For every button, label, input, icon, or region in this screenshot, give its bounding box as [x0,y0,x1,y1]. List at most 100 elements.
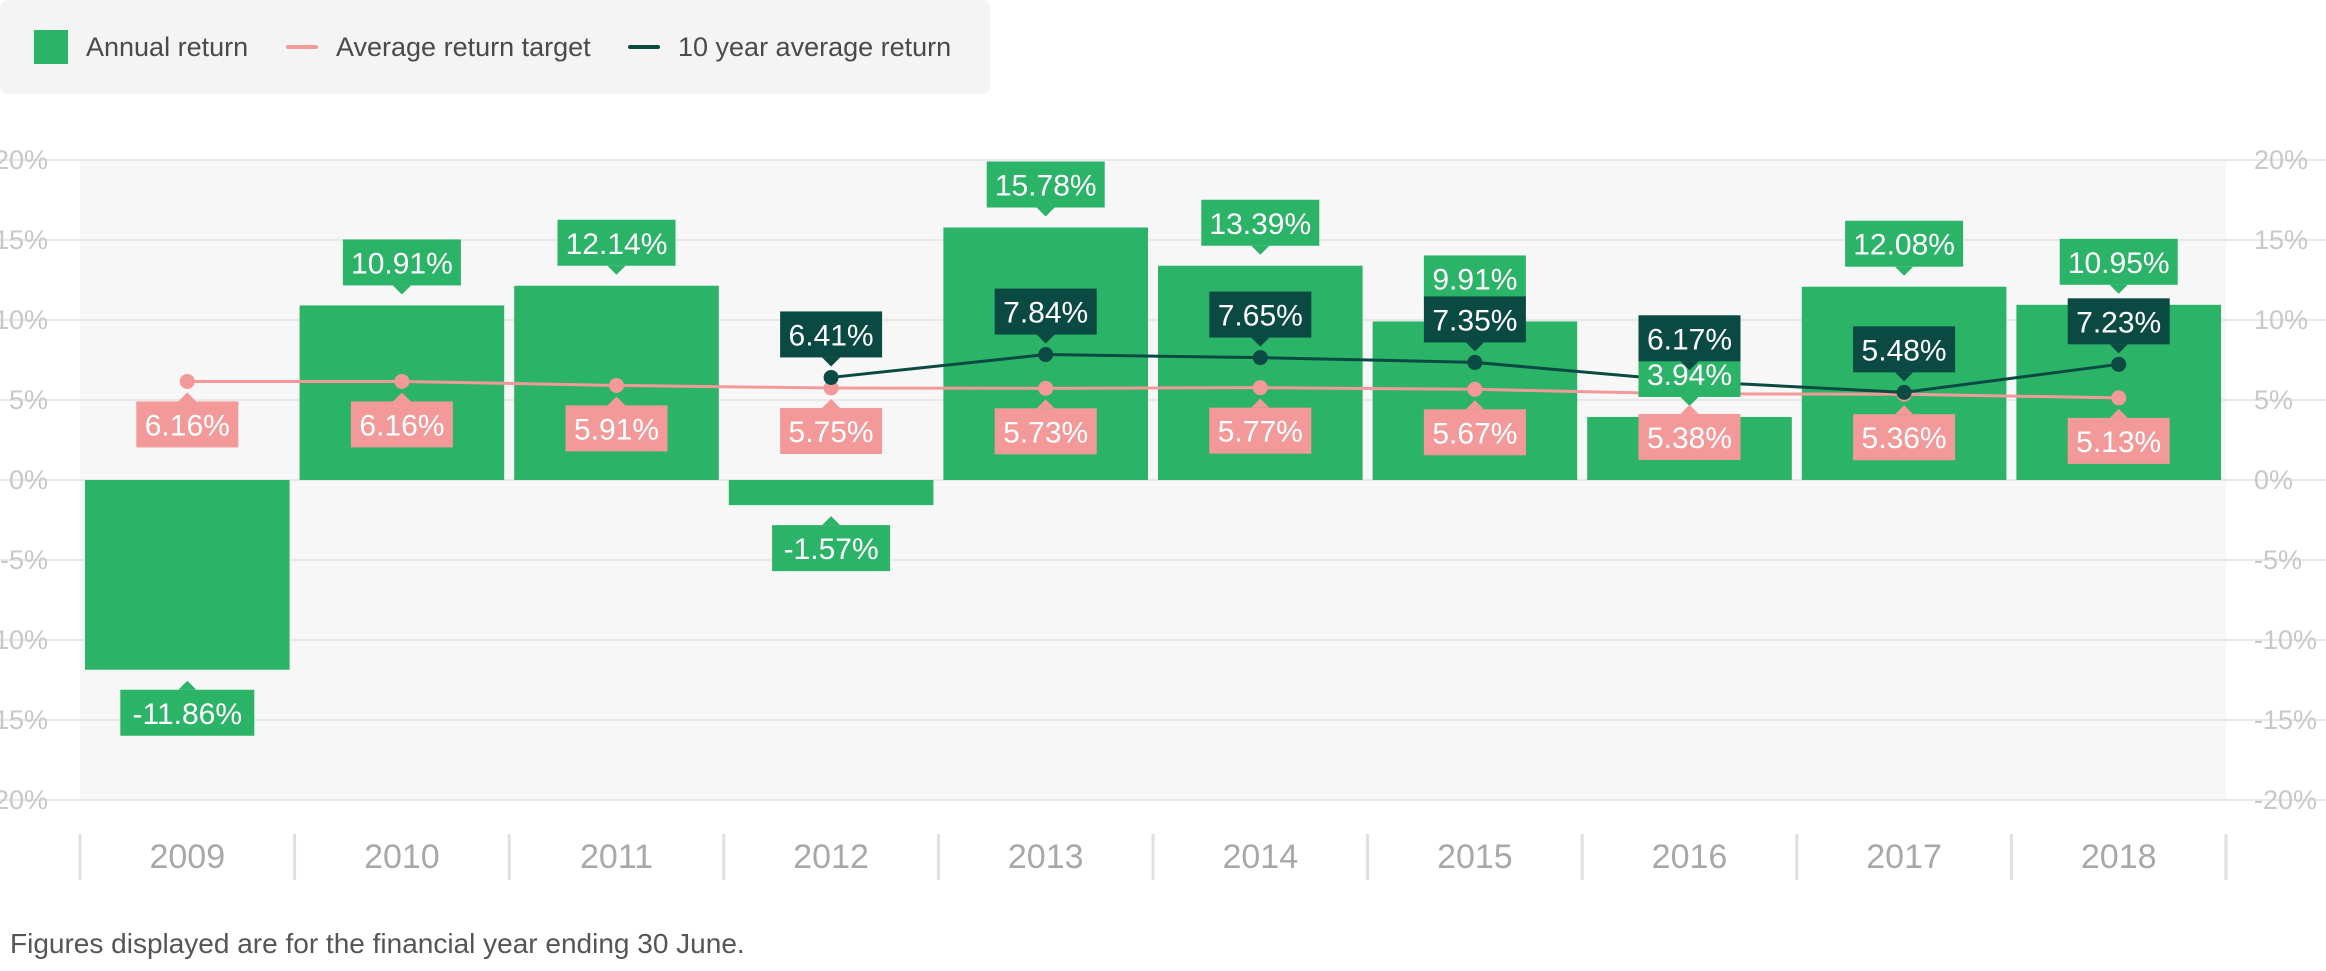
data-label-average-return-target-text: 5.73% [1003,416,1088,449]
data-label-annual-return-text: 12.08% [1853,229,1955,262]
point-10-year-average-return [823,369,839,385]
data-label-10-year-average-return-text: 6.41% [789,319,874,352]
data-label-annual-return-box [772,525,891,572]
data-label-10-year-average-return-pointer [822,357,841,367]
data-label-annual-return-box [2059,238,2178,285]
data-label-annual-return-text: 13.39% [1209,208,1311,241]
y-tick-label-right: 5% [2254,385,2293,415]
x-tick-label: 2010 [364,838,440,876]
data-label-average-return-target-box [1853,414,1956,461]
data-label-10-year-average-return: 6.41% [780,311,883,367]
data-label-10-year-average-return-pointer [1251,337,1270,347]
data-label-average-return-target: 6.16% [350,392,453,448]
data-label-average-return-target: 5.77% [1209,398,1312,454]
data-label-average-return-target-text: 5.36% [1862,422,1947,455]
data-label-10-year-average-return-box [994,288,1097,335]
legend-swatch-annual-return [34,30,68,64]
bar-annual-return [728,480,934,506]
y-tick-label-right: -10% [2254,625,2317,655]
data-label-10-year-average-return: 7.84% [994,288,1097,344]
data-label-annual-return-box [986,161,1105,208]
bar-annual-return [85,480,290,670]
data-label-average-return-target: 5.13% [2067,408,2170,464]
y-tick-label-left: 20% [0,145,48,175]
data-label-10-year-average-return-pointer [1036,334,1055,344]
data-label-10-year-average-return-pointer [2109,344,2128,354]
y-tick-label-left: -20% [0,785,48,815]
data-label-average-return-target-box [565,405,668,452]
y-tick-label-left: 10% [0,305,48,335]
x-tick-label: 2014 [1222,838,1298,876]
point-average-return-target [394,373,410,389]
data-label-annual-return-pointer [607,265,626,275]
x-tick-label: 2018 [2081,838,2157,876]
legend-line-10-year-average-return [628,45,660,49]
data-label-10-year-average-return-text: 7.23% [2076,306,2161,339]
data-label-10-year-average-return-box [1423,296,1526,343]
point-average-return-target [179,373,195,389]
data-label-average-return-target-pointer [1036,399,1055,409]
data-label-average-return-target-box [1423,409,1526,456]
y-tick-label-right: 20% [2254,145,2308,175]
y-tick-label-right: -5% [2254,545,2302,575]
data-label-annual-return: 10.95% [2059,238,2178,294]
legend-label-annual-return: Annual return [86,31,249,62]
point-average-return-target [1038,380,1054,396]
data-label-annual-return-pointer [392,285,411,295]
point-10-year-average-return [1038,347,1054,363]
legend-item-10-year-average-return[interactable]: 10 year average return [628,0,951,94]
data-label-10-year-average-return: 6.17% [1638,315,1741,371]
y-tick-label-left: -10% [0,625,48,655]
data-label-annual-return-text: 12.14% [566,228,668,261]
data-label-10-year-average-return-text: 7.84% [1003,297,1088,330]
data-label-annual-return: 10.91% [342,239,461,295]
data-label-annual-return-box [557,219,676,266]
data-label-average-return-target-box [780,408,883,454]
data-label-annual-return-pointer [1251,245,1270,255]
data-label-average-return-target-box [1638,413,1741,460]
data-label-annual-return-pointer [178,680,197,690]
data-label-average-return-target-text: 5.67% [1432,417,1517,450]
data-label-10-year-average-return-box [1638,315,1741,362]
data-label-average-return-target-pointer [1465,400,1484,410]
data-label-average-return-target: 5.91% [565,396,668,452]
y-tick-label-right: -20% [2254,785,2317,815]
data-label-10-year-average-return: 7.23% [2067,298,2170,354]
data-label-average-return-target-pointer [607,396,626,406]
point-10-year-average-return [1467,354,1483,370]
data-label-10-year-average-return-text: 6.17% [1647,323,1732,356]
y-tick-label-right: -15% [2254,705,2317,735]
point-average-return-target [2111,390,2127,406]
y-tick-label-right: 0% [2254,465,2293,495]
y-tick-label-left: 5% [9,385,48,415]
data-label-annual-return: 12.14% [557,219,676,275]
data-label-annual-return-box [342,239,461,286]
data-label-annual-return-pointer [822,516,841,526]
legend-item-annual-return[interactable]: Annual return [34,0,248,94]
data-label-annual-return-text: 10.91% [351,247,453,280]
data-label-average-return-target-text: 5.38% [1647,422,1732,455]
data-label-10-year-average-return-pointer [1680,361,1699,371]
data-label-annual-return: -11.86% [120,680,255,736]
data-label-average-return-target: 5.38% [1638,404,1741,460]
point-10-year-average-return [2111,356,2127,372]
data-label-10-year-average-return-text: 7.35% [1432,304,1517,337]
data-label-annual-return: 15.78% [986,161,1105,217]
data-label-average-return-target-box [136,401,239,448]
data-label-10-year-average-return-text: 7.65% [1218,300,1303,333]
legend-item-average-return-target[interactable]: Average return target [286,0,591,94]
data-label-annual-return-text: 9.91% [1432,263,1517,296]
data-label-10-year-average-return-text: 5.48% [1862,334,1947,367]
x-tick-label: 2016 [1652,838,1728,876]
data-label-average-return-target-text: 5.13% [2076,426,2161,459]
data-label-average-return-target-pointer [822,399,841,408]
point-10-year-average-return [1896,384,1912,400]
data-label-average-return-target-pointer [1680,404,1699,414]
data-label-average-return-target-text: 6.16% [145,409,230,442]
data-label-annual-return: -1.57% [772,516,891,572]
data-label-annual-return: 13.39% [1201,199,1320,255]
line-average-return-target [187,379,2119,400]
data-label-average-return-target: 6.16% [136,392,239,448]
data-label-average-return-target: 5.36% [1853,405,1956,461]
